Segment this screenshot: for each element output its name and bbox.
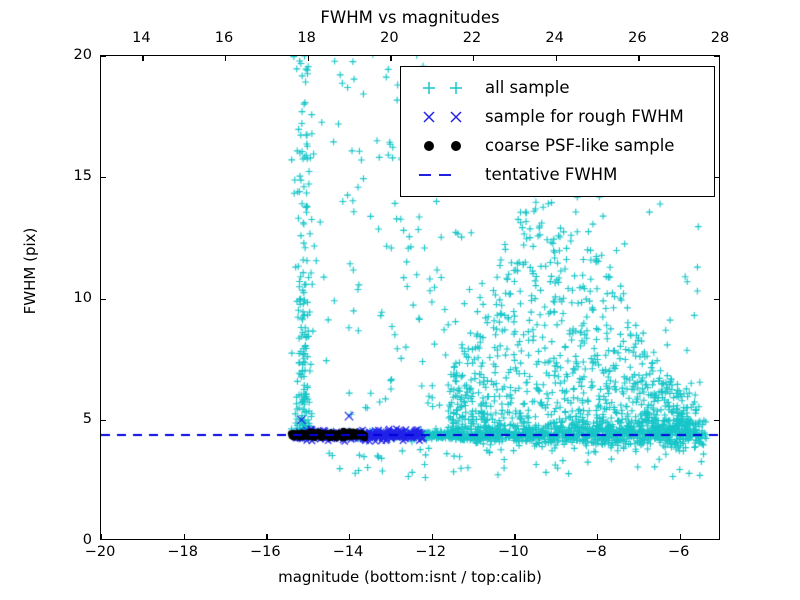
y-tick-label: 20 xyxy=(73,47,92,63)
y-tick xyxy=(101,56,106,58)
x-tick-bottom xyxy=(597,534,599,539)
x-tick-label-top: 16 xyxy=(214,30,234,46)
x-tick-label: −20 xyxy=(84,544,116,560)
legend-marker-x xyxy=(411,104,485,130)
legend-label: all sample xyxy=(485,78,570,97)
legend-box[interactable]: all sample sample for rough FWHM coarse PS… xyxy=(400,66,715,197)
legend-marker-+ xyxy=(411,75,485,101)
x-tick-label-top: 28 xyxy=(710,30,730,46)
x-tick-label: −14 xyxy=(332,544,364,560)
y-tick xyxy=(101,419,106,421)
x-tick-bottom xyxy=(679,534,681,539)
x-tick-label: −6 xyxy=(667,544,690,560)
x-tick-bottom xyxy=(101,534,103,539)
y-tick xyxy=(101,298,106,300)
legend-item[interactable]: tentative FWHM xyxy=(411,160,704,189)
x-tick-top xyxy=(638,56,640,61)
legend-marker-o xyxy=(411,133,485,159)
x-tick-label-top: 26 xyxy=(628,30,647,46)
y-tick xyxy=(101,177,106,179)
y-tick xyxy=(714,298,719,300)
legend-label: sample for rough FWHM xyxy=(485,107,684,126)
x-tick-top xyxy=(473,56,475,61)
chart-title: FWHM vs magnitudes xyxy=(320,8,500,27)
legend-label: tentative FWHM xyxy=(485,165,618,184)
x-tick-top xyxy=(555,56,557,61)
y-tick-label: 5 xyxy=(82,410,92,427)
legend-item[interactable]: sample for rough FWHM xyxy=(411,102,704,131)
x-tick-top xyxy=(225,56,227,61)
x-tick-top xyxy=(390,56,392,61)
x-tick-bottom xyxy=(349,534,351,539)
legend-label: coarse PSF-like sample xyxy=(485,136,675,155)
y-tick-label: 15 xyxy=(73,168,92,185)
x-tick-label-top: 22 xyxy=(462,30,482,46)
y-tick xyxy=(714,177,719,179)
x-tick-label-top: 20 xyxy=(380,30,399,46)
x-tick-bottom xyxy=(183,534,185,539)
y-tick-label: 10 xyxy=(73,289,92,306)
x-tick-label-top: 14 xyxy=(132,30,151,46)
y-tick xyxy=(714,419,719,421)
y-axis-label: FWHM (pix) xyxy=(21,227,39,315)
x-tick-bottom xyxy=(514,534,516,539)
x-tick-label: −8 xyxy=(585,544,607,560)
legend-item[interactable]: coarse PSF-like sample xyxy=(411,131,704,160)
x-tick-label: −16 xyxy=(250,544,281,560)
legend-item[interactable]: all sample xyxy=(411,73,704,102)
x-tick-label: −10 xyxy=(498,544,529,560)
x-tick-label-top: 18 xyxy=(297,30,316,46)
x-tick-bottom xyxy=(266,534,268,539)
x-axis-label: magnitude (bottom:isnt / top:calib) xyxy=(278,568,542,586)
y-tick-label: 0 xyxy=(82,532,92,548)
x-tick-label-top: 24 xyxy=(545,30,564,46)
x-tick-label: −12 xyxy=(415,544,446,560)
x-tick-label: −18 xyxy=(167,544,198,560)
x-tick-top xyxy=(307,56,309,61)
x-tick-top xyxy=(142,56,144,61)
legend-marker-dashed xyxy=(411,162,485,188)
x-tick-bottom xyxy=(431,534,433,539)
y-tick xyxy=(714,56,719,58)
